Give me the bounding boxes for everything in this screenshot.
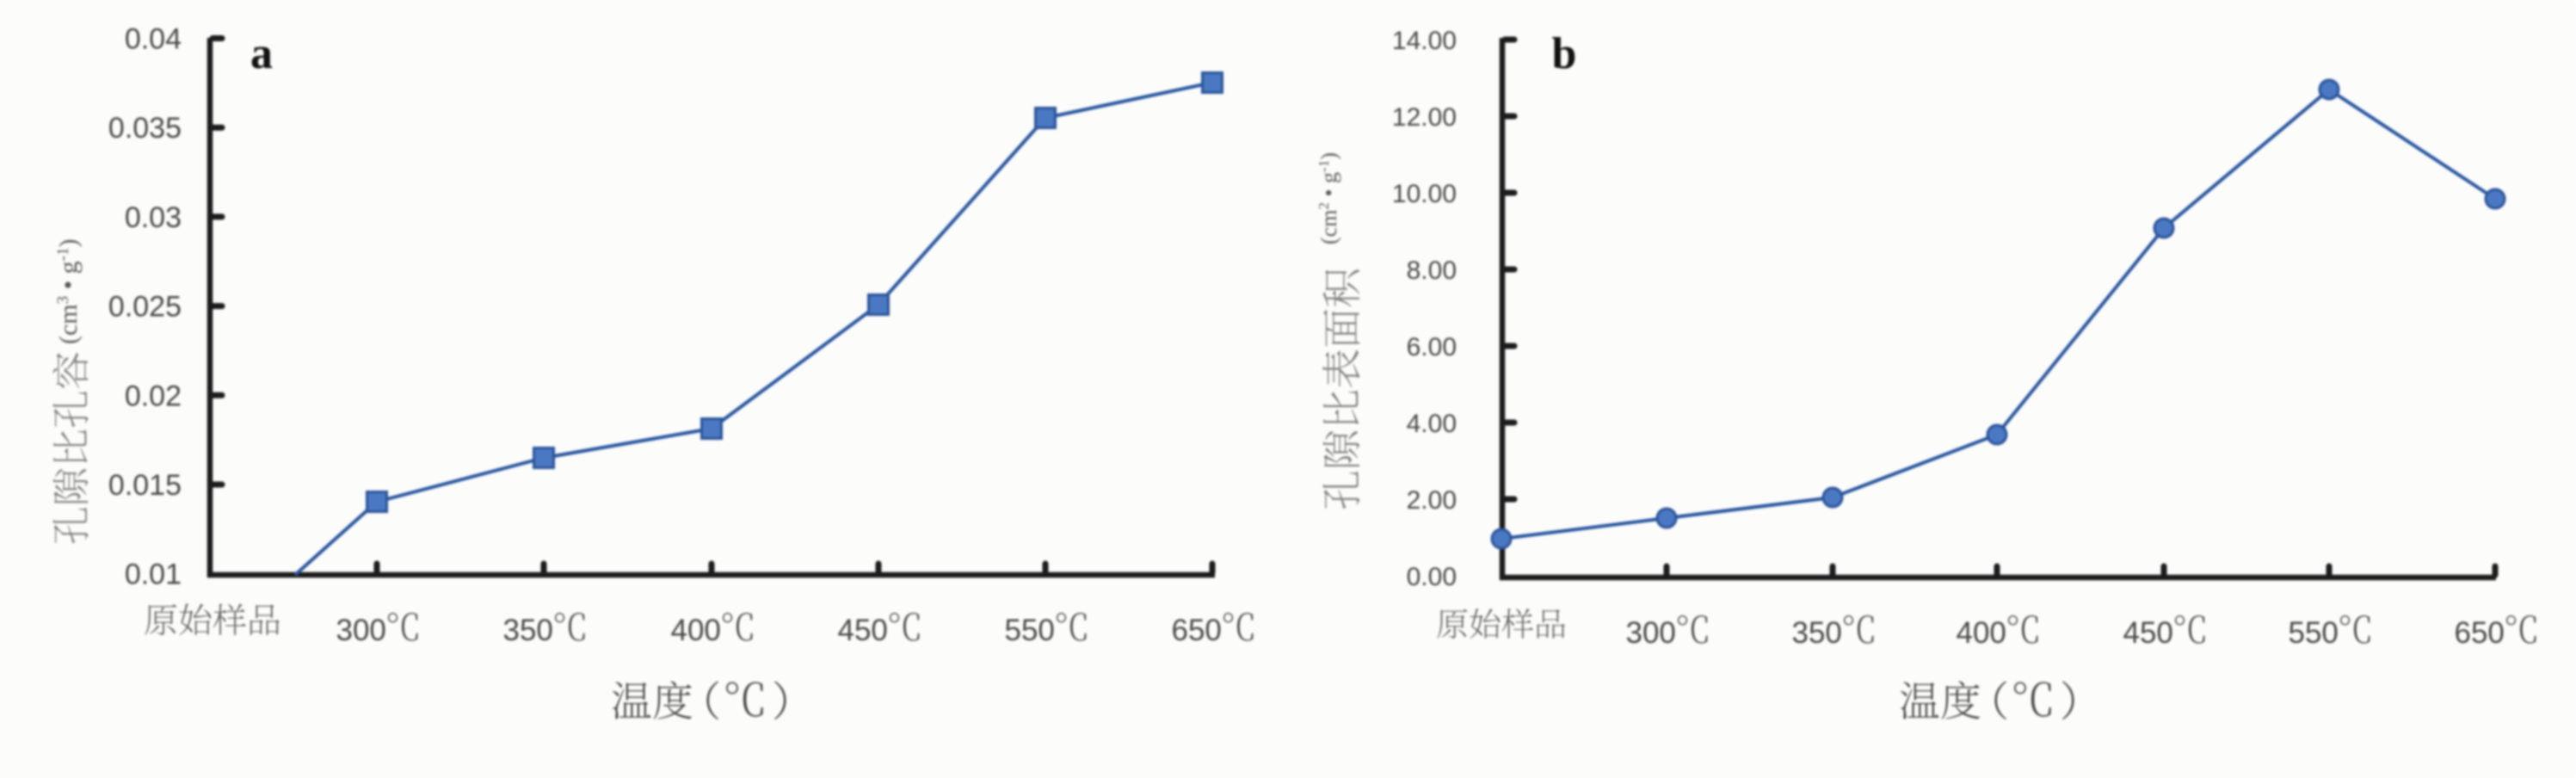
svg-text:14.00: 14.00 [1392,27,1457,55]
svg-text:450: 450 [838,614,888,647]
svg-text:300: 300 [1626,616,1676,650]
svg-text:0.015: 0.015 [108,469,182,502]
svg-text:450: 450 [2123,616,2173,650]
svg-text:300: 300 [336,614,386,647]
svg-text:0.03: 0.03 [125,201,182,234]
svg-text:550: 550 [2289,616,2339,650]
svg-text:(cm3 • g-1): (cm3 • g-1) [54,239,83,344]
svg-text:a: a [250,29,273,78]
svg-text:0.035: 0.035 [108,112,182,145]
svg-text:0.00: 0.00 [1407,563,1457,591]
svg-text:4.00: 4.00 [1407,410,1457,438]
svg-text:2.00: 2.00 [1407,486,1457,515]
svg-text:650: 650 [2455,616,2505,650]
svg-text:400: 400 [671,614,721,647]
svg-text:0.04: 0.04 [125,23,182,56]
svg-text:8.00: 8.00 [1407,256,1457,285]
svg-text:650: 650 [1172,614,1222,647]
svg-text:12.00: 12.00 [1392,103,1457,132]
svg-text:0.01: 0.01 [125,559,182,591]
svg-text:350: 350 [503,614,553,647]
svg-text:350: 350 [1792,616,1842,650]
svg-text:0.025: 0.025 [108,291,182,324]
svg-text:0.02: 0.02 [125,380,182,412]
svg-text:10.00: 10.00 [1392,180,1457,208]
svg-text:400: 400 [1957,616,2006,650]
svg-text:550: 550 [1005,614,1055,647]
svg-text:b: b [1552,29,1577,78]
svg-text:6.00: 6.00 [1407,333,1457,361]
